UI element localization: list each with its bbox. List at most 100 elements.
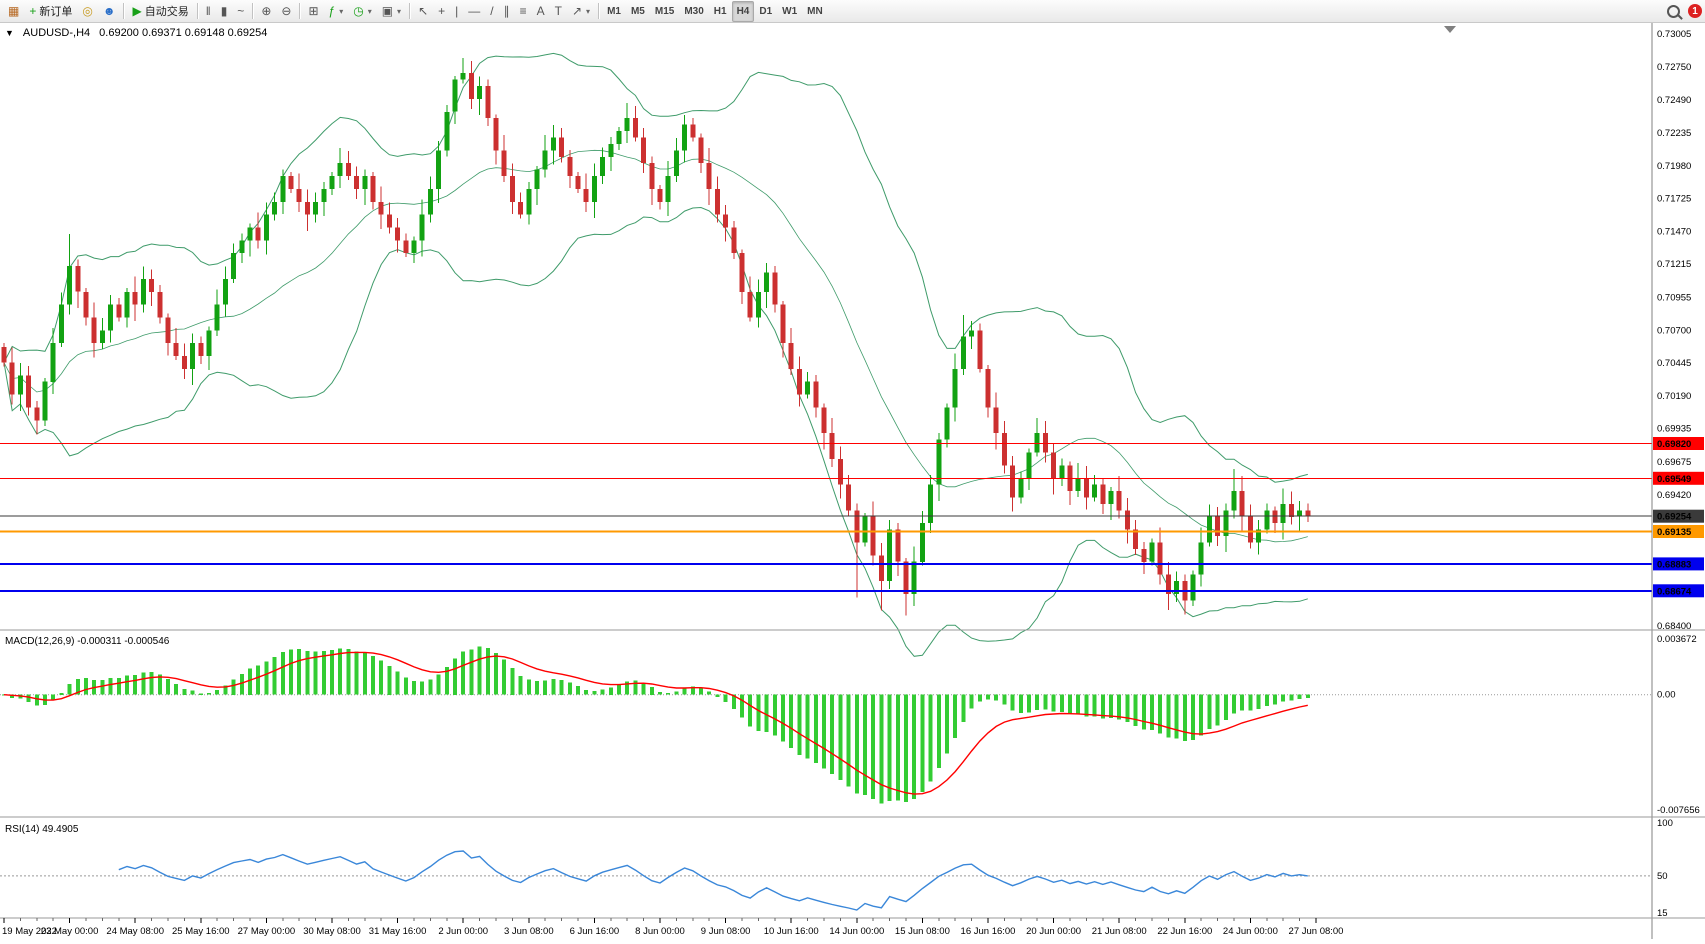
- line-chart-button[interactable]: ~: [232, 1, 249, 22]
- new-order-button-label: 新订单: [39, 6, 73, 18]
- tf-mn-button[interactable]: MN: [802, 1, 828, 22]
- templates-button[interactable]: ▣ ▾: [377, 1, 406, 22]
- candlestick-chart-button[interactable]: ▮: [216, 1, 233, 22]
- compass-icon: ◎: [82, 4, 93, 18]
- tf-m15-button[interactable]: M15: [650, 1, 679, 22]
- time-axis-label: 24 Jun 00:00: [1223, 926, 1278, 937]
- tf-w1-button-label: W1: [782, 5, 798, 17]
- macd-label: MACD(12,26,9) -0.000311 -0.000546: [5, 636, 170, 647]
- app-chart-icon-button[interactable]: ▦: [3, 1, 24, 22]
- new-order-button[interactable]: + 新订单: [24, 1, 77, 22]
- time-axis-label: 27 Jun 08:00: [1289, 926, 1344, 937]
- time-axis-label: 15 Jun 08:00: [895, 926, 950, 937]
- symbol-dropdown-icon[interactable]: ▼: [5, 28, 14, 38]
- bar-chart-icon: ‖: [205, 4, 211, 18]
- price-axis-label: 0.70190: [1657, 391, 1691, 402]
- rsi-line: [118, 850, 1308, 911]
- zoom-in-icon: ⊕: [261, 4, 272, 18]
- price-axis-label: 0.72235: [1657, 128, 1691, 139]
- price-axis-label: 0.73005: [1657, 29, 1691, 40]
- price-axis[interactable]: 0.73005 0.72750 0.72490 0.72235 0.71980 0.717…: [1651, 22, 1704, 939]
- price-axis-label: 0.70955: [1657, 293, 1691, 304]
- macd-axis-max: 0.003672: [1657, 634, 1697, 645]
- new-order-icon: +: [29, 4, 37, 18]
- time-axis-label: 14 Jun 00:00: [829, 926, 884, 937]
- time-axis-label: 3 Jun 08:00: [504, 926, 554, 937]
- tf-m1-button-label: M1: [607, 5, 621, 17]
- arrows-button[interactable]: ↗ ▾: [567, 1, 595, 22]
- bollinger-upper: [3, 52, 1308, 483]
- zoom-out-button[interactable]: ⊖: [276, 1, 296, 22]
- time-axis-label: 20 Jun 00:00: [1026, 926, 1081, 937]
- macd-axis-zero: 0.00: [1657, 690, 1676, 701]
- autotrading-button-label: 自动交易: [144, 6, 189, 18]
- price-tag-text: 0.68674: [1657, 586, 1692, 597]
- horizontal-line-button[interactable]: —: [463, 1, 485, 22]
- toolbar-separator: [598, 3, 600, 19]
- toolbar-group-timeframes: M1 M5 M15 M30 H1 H4 D1 W1 MN: [602, 0, 828, 22]
- label-button[interactable]: T: [550, 1, 567, 22]
- cursor-button[interactable]: ↖: [413, 1, 433, 22]
- search-icon[interactable]: [1667, 4, 1680, 18]
- tf-m30-button[interactable]: M30: [679, 1, 708, 22]
- price-tag-0.69135: [1653, 525, 1704, 538]
- price-axis-label: 0.72750: [1657, 62, 1691, 73]
- tf-m1-button[interactable]: M1: [602, 1, 626, 22]
- channel-button[interactable]: ∥: [499, 1, 515, 22]
- autotrading-button[interactable]: ▶ 自动交易: [127, 1, 193, 22]
- toolbar-group-chart-type: ‖ ▮ ~: [201, 1, 250, 22]
- rsi-axis-min: 15: [1657, 908, 1668, 919]
- time-axis-label: 2 Jun 00:00: [438, 926, 488, 937]
- chart-window[interactable]: ▼ AUDUSD-,H4 0.69200 0.69371 0.69148 0.6…: [0, 22, 1705, 939]
- tf-h4-button-label: H4: [736, 5, 750, 17]
- time-axis-label: 6 Jun 16:00: [570, 926, 620, 937]
- line-chart-icon: ~: [237, 4, 245, 18]
- chart-shift-marker[interactable]: [1444, 26, 1456, 33]
- price-axis-label: 0.70700: [1657, 325, 1691, 336]
- community-button[interactable]: ☻: [98, 1, 121, 22]
- toolbar: ▦ + 新订单 ◎ ☻ ▶ 自动交易 ‖ ▮ ~ ⊕ ⊖ ⊞ ƒ ▾ ◷ ▾ ▣ ▾ ↖ + | — / ∥ ≡ A T ↗ ▾ M1 M5 M…: [0, 0, 1705, 23]
- vertical-line-button[interactable]: |: [450, 1, 463, 22]
- community-icon: ☻: [102, 4, 116, 18]
- templates-icon: ▣: [381, 4, 394, 18]
- chart-canvas[interactable]: 0.73005 0.72750 0.72490 0.72235 0.71980 0.717…: [0, 22, 1705, 939]
- tf-h1-button[interactable]: H1: [709, 1, 732, 22]
- tile-windows-button[interactable]: ⊞: [303, 1, 323, 22]
- bar-chart-button[interactable]: ‖: [201, 1, 216, 22]
- price-tag-0.69549: [1653, 471, 1704, 485]
- indicators-button[interactable]: ƒ ▾: [324, 1, 349, 22]
- tf-m5-button[interactable]: M5: [626, 1, 650, 22]
- tf-w1-button[interactable]: W1: [777, 1, 802, 22]
- trendline-button[interactable]: /: [485, 1, 498, 22]
- tf-h4-button[interactable]: H4: [731, 0, 755, 22]
- price-tag-0.69820: [1653, 437, 1704, 450]
- fibonacci-button[interactable]: ≡: [515, 1, 532, 22]
- price-axis-label: 0.72490: [1657, 95, 1691, 106]
- price-axis-label: 0.71470: [1657, 226, 1691, 237]
- time-axis-label: 22 Jun 16:00: [1157, 926, 1212, 937]
- level-lines[interactable]: [0, 443, 1652, 592]
- app-chart-icon-icon: ▦: [8, 4, 20, 18]
- price-tag-text: 0.69254: [1657, 512, 1692, 523]
- compass-button[interactable]: ◎: [77, 1, 97, 22]
- cursor-icon: ↖: [418, 4, 429, 18]
- arrows-icon: ↗: [571, 4, 583, 18]
- periods-button-caret-icon: ▾: [367, 6, 372, 16]
- text-button[interactable]: A: [532, 1, 550, 22]
- rsi-axis-max: 100: [1657, 818, 1673, 829]
- tile-windows-icon: ⊞: [308, 4, 319, 18]
- price-tag-text: 0.69820: [1657, 439, 1691, 450]
- price-axis-label: 0.71215: [1657, 259, 1691, 270]
- crosshair-button[interactable]: +: [433, 1, 450, 22]
- tf-d1-button[interactable]: D1: [754, 1, 777, 22]
- indicators-button-caret-icon: ▾: [339, 6, 344, 16]
- zoom-in-button[interactable]: ⊕: [256, 1, 276, 22]
- macd-signal-line: [3, 651, 1308, 795]
- tf-m15-button-label: M15: [654, 5, 675, 17]
- price-tag-text: 0.69549: [1657, 474, 1691, 485]
- periods-button[interactable]: ◷ ▾: [348, 1, 377, 22]
- arrows-button-caret-icon: ▾: [586, 6, 591, 16]
- notification-badge[interactable]: 1: [1688, 4, 1702, 18]
- toolbar-right: 1: [1667, 4, 1705, 18]
